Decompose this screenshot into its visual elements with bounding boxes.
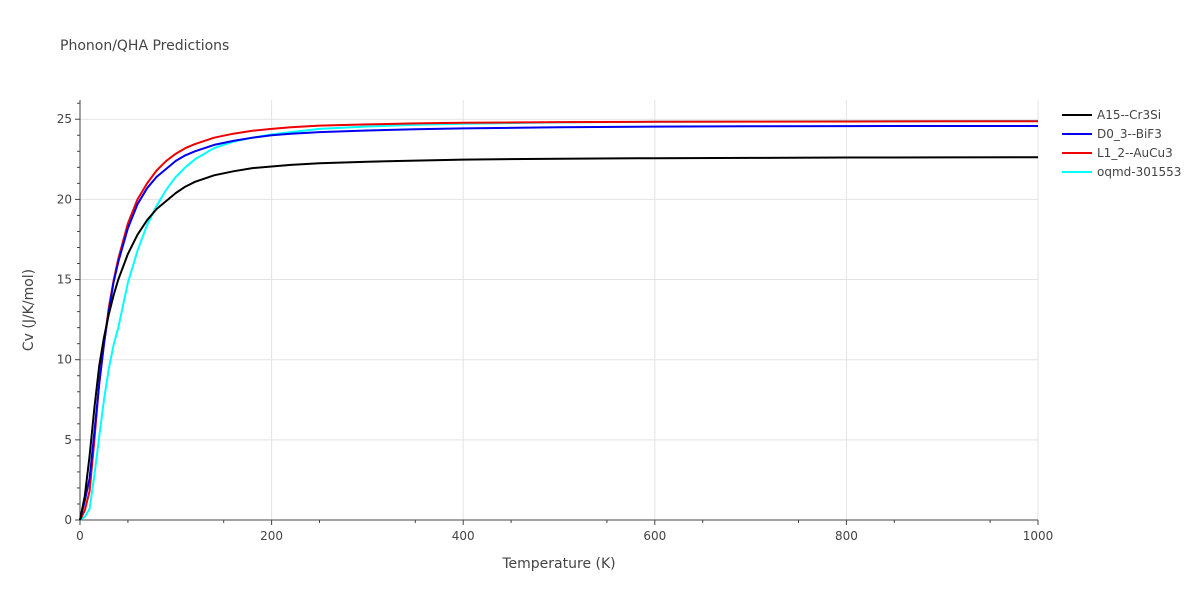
series-line-D0_3--BiF3	[79, 125, 1038, 521]
y-tick-label: 10	[57, 353, 72, 367]
y-tick-label: 20	[57, 192, 72, 206]
x-tick-label: 1000	[1023, 529, 1054, 543]
legend[interactable]: A15--Cr3Si D0_3--BiF3 L1_2--AuCu3 oqmd-3015…	[1062, 108, 1181, 179]
series-line-A15--Cr3Si	[79, 156, 1039, 521]
y-axis-label: Cv (J/K/mol)	[21, 269, 37, 351]
legend-label: oqmd-301553	[1097, 165, 1181, 179]
chart-title: Phonon/QHA Predictions	[60, 38, 229, 54]
x-axis-label: Temperature (K)	[501, 556, 615, 572]
legend-item[interactable]: D0_3--BiF3	[1062, 127, 1162, 141]
y-tick-label: 15	[57, 273, 72, 287]
y-tick-label: 0	[64, 513, 72, 527]
series-line-oqmd-301553	[79, 120, 1039, 521]
legend-item[interactable]: oqmd-301553	[1062, 165, 1181, 179]
legend-label: L1_2--AuCu3	[1097, 146, 1173, 160]
x-tick-label: 200	[260, 529, 283, 543]
y-tick-label: 25	[57, 112, 72, 126]
tick-labels: 0 200 400 600 800 1000 0 5 10 15 20 25	[57, 112, 1054, 543]
grid	[80, 100, 1039, 520]
legend-label: D0_3--BiF3	[1097, 127, 1162, 141]
series-group	[79, 120, 1039, 521]
x-tick-label: 400	[452, 529, 475, 543]
legend-label: A15--Cr3Si	[1097, 108, 1161, 122]
legend-item[interactable]: L1_2--AuCu3	[1062, 146, 1173, 160]
series-line-L1_2--AuCu3	[79, 120, 1038, 521]
x-tick-label: 0	[76, 529, 84, 543]
x-tick-label: 800	[835, 529, 858, 543]
legend-item[interactable]: A15--Cr3Si	[1062, 108, 1161, 122]
x-tick-label: 600	[643, 529, 666, 543]
axes	[75, 100, 1039, 525]
y-tick-label: 5	[64, 433, 72, 447]
